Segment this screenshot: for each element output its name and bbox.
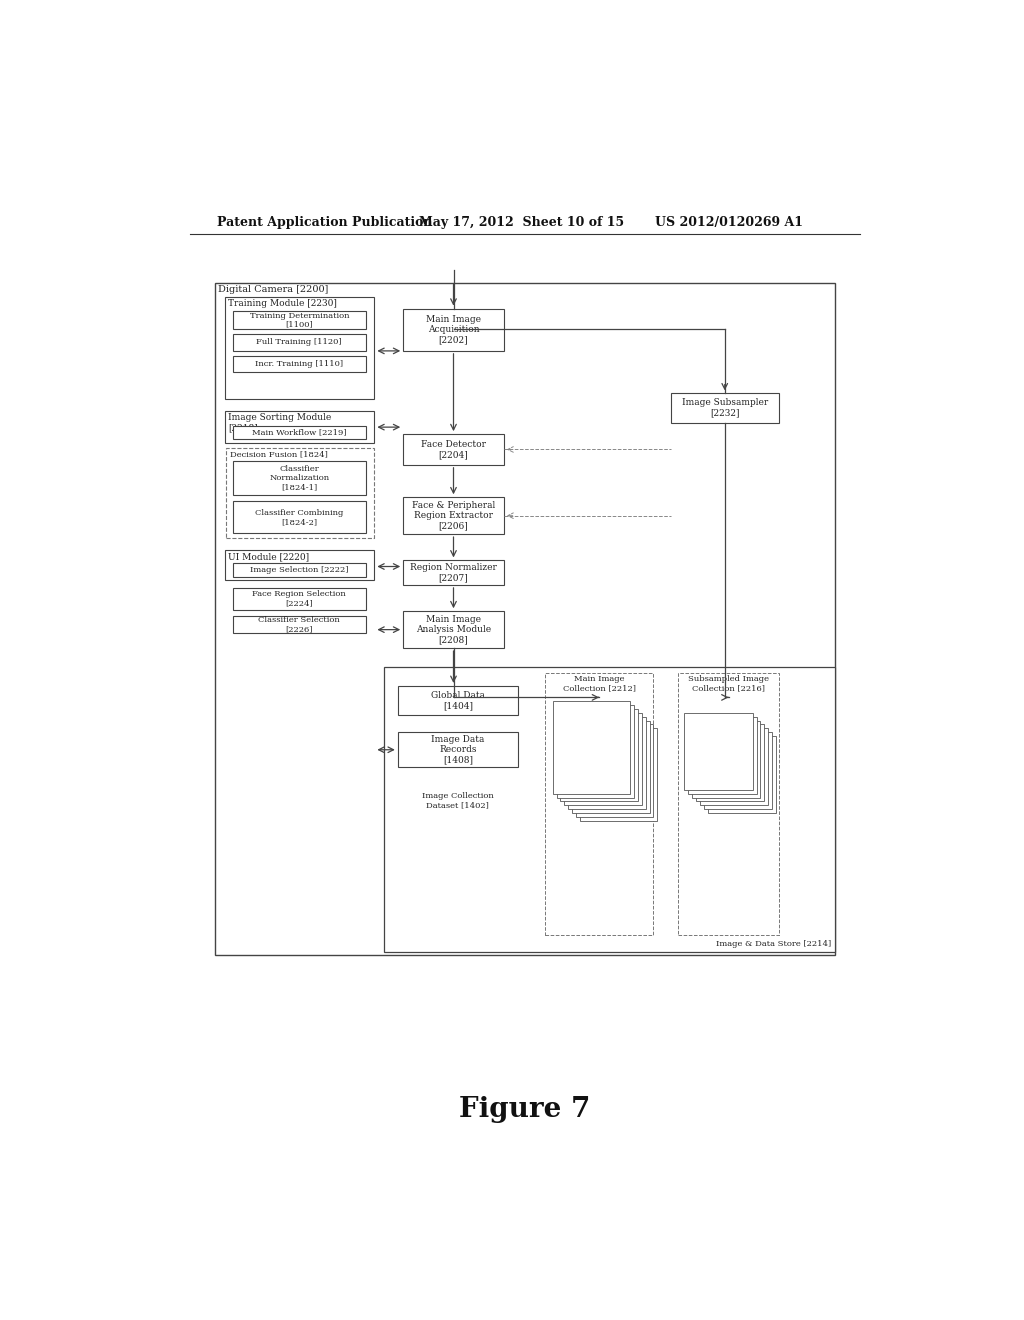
Bar (684, 713, 753, 789)
Text: Training Determination
[1100]: Training Determination [1100] (250, 312, 349, 329)
Bar (560, 709, 638, 801)
Text: Digital Camera [2200]: Digital Camera [2200] (218, 285, 329, 294)
Bar (688, 717, 757, 793)
Text: Patent Application Publication: Patent Application Publication (217, 215, 432, 228)
Text: Image Subsampler
[2232]: Image Subsampler [2232] (682, 399, 768, 417)
Text: UI Module [2220]: UI Module [2220] (228, 552, 309, 561)
Bar (692, 721, 761, 797)
Text: Face & Peripheral
Region Extractor
[2206]: Face & Peripheral Region Extractor [2206… (412, 500, 496, 531)
Text: Main Image
Collection [2212]: Main Image Collection [2212] (563, 675, 636, 692)
Bar (572, 721, 649, 813)
Text: Face Region Selection
[2224]: Face Region Selection [2224] (252, 590, 346, 607)
Bar (575, 725, 653, 817)
Bar (232, 615, 366, 632)
Bar (384, 667, 835, 952)
Bar (678, 673, 779, 935)
Bar (232, 589, 366, 610)
Bar (403, 560, 504, 585)
Text: Main Workflow [2219]: Main Workflow [2219] (252, 429, 346, 437)
Bar (557, 705, 634, 797)
Text: Classifier Combining
[1824-2]: Classifier Combining [1824-2] (255, 508, 343, 525)
Bar (564, 713, 642, 805)
Text: Training Module [2230]: Training Module [2230] (228, 300, 337, 309)
Bar (700, 729, 768, 805)
Bar (580, 729, 657, 821)
Bar (232, 334, 366, 351)
Bar (553, 701, 630, 793)
Bar (232, 425, 366, 440)
Bar (215, 284, 835, 954)
Bar (671, 393, 779, 422)
Bar (397, 788, 518, 813)
Text: US 2012/0120269 A1: US 2012/0120269 A1 (655, 215, 803, 228)
Text: Region Normalizer
[2207]: Region Normalizer [2207] (410, 562, 497, 582)
Text: Image & Data Store [2214]: Image & Data Store [2214] (716, 940, 830, 948)
Bar (397, 686, 518, 715)
Bar (703, 733, 772, 809)
Text: Main Image
Acquisition
[2202]: Main Image Acquisition [2202] (426, 315, 481, 345)
Bar (545, 673, 653, 935)
Text: Main Image
Analysis Module
[2208]: Main Image Analysis Module [2208] (416, 615, 492, 644)
Bar (226, 447, 374, 539)
Bar (708, 737, 776, 813)
Text: Decision Fusion [1824]: Decision Fusion [1824] (229, 450, 328, 458)
Text: May 17, 2012  Sheet 10 of 15: May 17, 2012 Sheet 10 of 15 (419, 215, 624, 228)
Bar (403, 309, 504, 351)
Text: Image Collection
Dataset [1402]: Image Collection Dataset [1402] (422, 792, 494, 809)
Bar (232, 461, 366, 495)
Text: Figure 7: Figure 7 (459, 1096, 591, 1123)
Text: Global Data
[1404]: Global Data [1404] (431, 690, 484, 710)
Text: Classifier Selection
[2226]: Classifier Selection [2226] (258, 615, 340, 632)
Bar (225, 549, 375, 581)
Bar (403, 498, 504, 535)
Bar (696, 725, 764, 801)
Text: Image Selection [2222]: Image Selection [2222] (250, 566, 348, 574)
Bar (568, 717, 646, 809)
Bar (232, 564, 366, 577)
Text: Image Sorting Module
[2218]: Image Sorting Module [2218] (228, 413, 331, 433)
Bar (232, 502, 366, 533)
Text: Full Training [1120]: Full Training [1120] (256, 338, 342, 346)
Bar (225, 297, 375, 400)
Text: Subsampled Image
Collection [2216]: Subsampled Image Collection [2216] (688, 675, 769, 692)
Bar (403, 611, 504, 648)
Bar (225, 411, 375, 444)
Text: Image Data
Records
[1408]: Image Data Records [1408] (431, 735, 484, 764)
Bar (403, 434, 504, 465)
Bar (232, 312, 366, 330)
Bar (232, 355, 366, 372)
Bar (397, 733, 518, 767)
Text: Face Detector
[2204]: Face Detector [2204] (421, 440, 486, 459)
Text: Incr. Training [1110]: Incr. Training [1110] (255, 360, 343, 368)
Text: Classifier
Normalization
[1824-1]: Classifier Normalization [1824-1] (269, 465, 330, 491)
